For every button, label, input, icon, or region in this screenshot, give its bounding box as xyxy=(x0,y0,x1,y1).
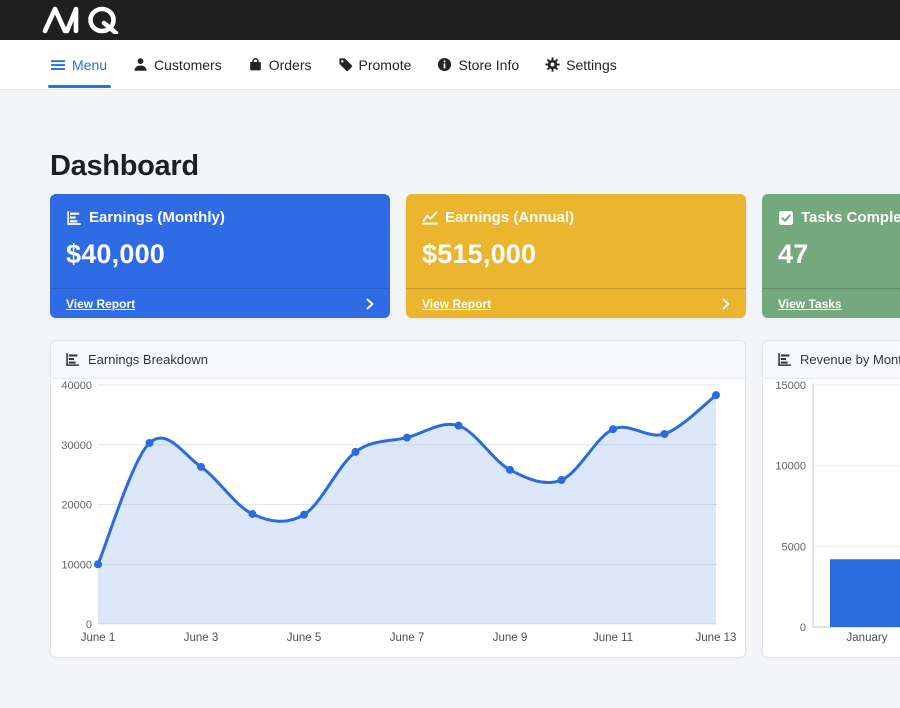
person-icon xyxy=(134,58,147,71)
chevron-right-icon xyxy=(722,298,730,309)
nav-label: Menu xyxy=(72,56,108,73)
active-tab-underline xyxy=(48,85,112,88)
view-tasks-footer[interactable]: View Tasks xyxy=(762,288,900,318)
svg-text:15000: 15000 xyxy=(775,380,806,392)
page-content: Dashboard Earnings (Monthly) $40,000 xyxy=(50,148,900,658)
panel-header: Revenue by Month xyxy=(763,341,900,379)
svg-text:20000: 20000 xyxy=(61,500,92,512)
brand-logo-mq[interactable] xyxy=(40,6,136,34)
card-value: $515,000 xyxy=(422,239,537,269)
nav-label: Promote xyxy=(358,56,412,73)
card-title-row: Earnings (Monthly) xyxy=(66,209,374,226)
svg-text:June 13: June 13 xyxy=(696,632,737,644)
bar-chart-icon xyxy=(778,353,791,366)
svg-text:January: January xyxy=(847,632,888,644)
nav-label: Customers xyxy=(154,56,222,73)
panel-title: Revenue by Month xyxy=(800,352,900,367)
panel-header: Earnings Breakdown xyxy=(51,341,745,379)
info-circle-icon xyxy=(438,57,452,72)
card-value: 47 xyxy=(778,239,809,269)
card-earnings-monthly: Earnings (Monthly) $40,000 View Report xyxy=(50,194,390,318)
chevron-right-icon xyxy=(366,298,374,309)
card-title: Earnings (Annual) xyxy=(445,209,575,226)
svg-text:June 7: June 7 xyxy=(390,632,425,644)
svg-text:0: 0 xyxy=(800,622,806,634)
nav-label: Store Info xyxy=(458,56,520,73)
svg-text:5000: 5000 xyxy=(782,541,806,553)
card-body: Tasks Completed 47 xyxy=(762,194,900,270)
shopping-bag-icon xyxy=(249,57,261,71)
main-navbar: Menu Customers Orders xyxy=(0,40,900,90)
card-title: Earnings (Monthly) xyxy=(89,209,225,226)
tag-icon xyxy=(338,58,352,72)
view-report-footer[interactable]: View Report xyxy=(406,288,746,318)
charts-row: Earnings Breakdown 0 10000 20000 30000 40000… xyxy=(50,340,900,658)
revenue-by-month-chart: 0 5000 10000 15000 January xyxy=(775,380,900,644)
stat-cards-row: Earnings (Monthly) $40,000 View Report xyxy=(50,194,900,318)
svg-text:June 1: June 1 xyxy=(81,632,116,644)
nav-label: Orders xyxy=(268,56,312,73)
earnings-breakdown-chart: 0 10000 20000 30000 40000 June 1 June 3 June 5 J… xyxy=(61,380,737,644)
svg-text:June 9: June 9 xyxy=(493,632,528,644)
card-earnings-annual: Earnings (Annual) $515,000 View Report xyxy=(406,194,746,318)
card-title-row: Tasks Completed xyxy=(778,209,900,226)
view-report-link[interactable]: View Report xyxy=(422,296,492,311)
nav-item-customers[interactable]: Customers xyxy=(133,40,222,89)
card-tasks-completed: Tasks Completed 47 View Tasks xyxy=(762,194,900,318)
gear-icon xyxy=(545,57,560,72)
card-value: $40,000 xyxy=(66,239,165,269)
bar-chart-icon xyxy=(66,353,79,366)
view-tasks-link[interactable]: View Tasks xyxy=(778,296,842,311)
nav-list: Menu Customers Orders xyxy=(48,40,617,89)
revenue-by-month-panel: Revenue by Month 0 5000 10000 15000 January xyxy=(762,340,900,658)
card-title-row: Earnings (Annual) xyxy=(422,209,730,226)
nav-item-settings[interactable]: Settings xyxy=(545,40,617,89)
nav-item-menu[interactable]: Menu xyxy=(48,40,112,89)
nav-item-promote[interactable]: Promote xyxy=(338,40,412,89)
view-report-footer[interactable]: View Report xyxy=(50,288,390,318)
svg-text:June 3: June 3 xyxy=(184,632,219,644)
svg-text:10000: 10000 xyxy=(61,559,92,571)
panel-body: 0 5000 10000 15000 January xyxy=(763,379,900,657)
svg-text:10000: 10000 xyxy=(775,461,806,473)
check-square-icon xyxy=(779,210,793,225)
bar-chart-icon xyxy=(67,210,81,225)
svg-text:0: 0 xyxy=(86,619,92,631)
nav-item-store-info[interactable]: Store Info xyxy=(437,40,519,89)
svg-text:30000: 30000 xyxy=(61,440,92,452)
svg-text:40000: 40000 xyxy=(61,380,92,392)
page-title: Dashboard xyxy=(50,150,199,182)
nav-label: Settings xyxy=(566,56,617,73)
svg-text:June 11: June 11 xyxy=(593,632,633,644)
panel-body: 0 10000 20000 30000 40000 June 1 June 3 June 5 J… xyxy=(51,379,745,657)
card-body: Earnings (Annual) $515,000 xyxy=(406,194,746,270)
svg-text:June 5: June 5 xyxy=(287,632,322,644)
line-chart-icon xyxy=(422,210,438,225)
earnings-breakdown-panel: Earnings Breakdown 0 10000 20000 30000 40000… xyxy=(50,340,746,658)
view-report-link[interactable]: View Report xyxy=(66,296,136,311)
nav-item-orders[interactable]: Orders xyxy=(248,40,312,89)
card-title: Tasks Completed xyxy=(801,209,900,226)
topbar xyxy=(0,0,900,40)
panel-title: Earnings Breakdown xyxy=(88,352,208,367)
card-body: Earnings (Monthly) $40,000 xyxy=(50,194,390,270)
hamburger-icon xyxy=(51,59,65,70)
